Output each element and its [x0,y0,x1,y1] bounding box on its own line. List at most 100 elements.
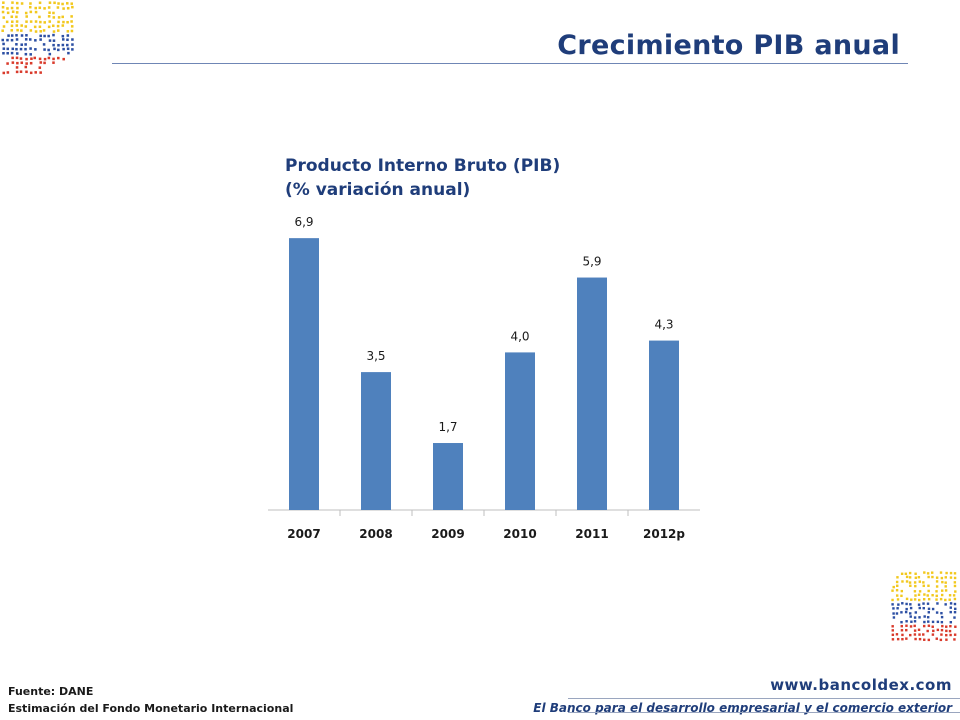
bar-2007 [289,238,319,510]
logo-dot [940,593,944,597]
logo-dot [918,580,922,583]
logo-dot [20,29,23,32]
logo-dot [948,629,952,633]
logo-dot [52,57,55,61]
logo-dot [29,2,32,5]
logo-dot [913,633,917,636]
logo-dot [71,48,74,51]
logo-dot [944,603,947,606]
logo-dot [43,48,46,51]
logo-dot [900,624,903,628]
logo-dot [936,620,940,624]
logo-dot [11,1,14,4]
logo-dot [935,637,938,640]
logo-dot [24,43,27,46]
logo-dot [62,47,65,51]
logo-dot [11,47,15,51]
logo-dot [905,580,909,583]
logo-dot [15,47,18,51]
logo-dot [905,620,908,623]
logo-dot [53,1,56,5]
x-tick-2009: 2009 [431,527,464,541]
logo-dot [923,620,926,624]
logo-dot [24,38,28,41]
logo-dot [908,581,912,584]
logo-dot [944,576,947,579]
logo-dot [914,576,918,579]
logo-dot [926,594,929,597]
logo-dot [922,606,925,610]
logo-dot [1,38,5,42]
logo-dot [927,589,930,593]
logo-dot [61,15,64,19]
logo-dot [926,616,930,619]
logo-dot [954,625,957,628]
logo-dot [39,38,42,41]
logo-dot [953,572,957,575]
logo-dot [38,15,41,19]
logo-dot [24,52,28,56]
source-note: Fuente: DANE Estimación del Fondo Moneta… [8,683,293,717]
logo-dot [949,576,953,579]
logo-dot [71,43,74,46]
logo-dot [42,43,46,46]
logo-dot [913,629,917,632]
logo-dot [945,629,948,633]
logo-dot [10,15,14,18]
logo-dot [24,25,28,28]
bar-2009 [433,443,463,510]
logo-dot [2,42,5,46]
logo-dot [922,598,926,601]
logo-dot [25,62,28,65]
logo-dot [927,575,930,579]
logo-dot [66,20,69,24]
logo-dot [904,572,908,575]
x-tick-2011: 2011 [575,527,608,541]
logo-dot [900,611,903,614]
logo-dot [39,61,43,64]
logo-dot [16,6,19,10]
logo-dot [53,47,56,51]
logo-dot [61,24,65,27]
logo-dot [39,34,42,38]
logo-dot [910,598,913,601]
logo-dot [918,598,921,602]
logo-dot [33,25,37,29]
bar-2008 [361,372,391,510]
logo-dot [941,624,944,628]
logo-dot [909,612,912,615]
logo-dot [20,43,23,46]
logo-dot [11,61,15,64]
logo-dot [892,585,895,589]
bar-2012p [649,340,679,510]
logo-dot [47,56,51,60]
logo-dot [47,6,51,9]
logo-dot [892,616,896,619]
logo-dot [900,629,904,632]
chart-title-block: Producto Interno Bruto (PIB) (% variació… [285,154,560,202]
logo-dot [918,637,922,641]
logo-dot [909,603,912,606]
logo-dot [57,43,60,47]
logo-dot [15,38,19,41]
footer-url[interactable]: www.bancoldex.com [770,676,952,694]
logo-dot [61,2,64,6]
logo-dot [905,607,908,611]
data-label-2011: 5,9 [582,255,601,269]
logo-dot [66,6,70,10]
logo-dot [15,52,19,55]
logo-dot [949,571,953,575]
logo-dot [918,633,921,636]
logo-dot [56,6,60,9]
logo-dot [57,20,60,24]
logo-dot [895,633,899,636]
logo-dot [15,20,19,23]
logo-dot [891,633,895,637]
logo-dot [922,602,925,605]
logo-dot [48,39,52,42]
logo-dot [38,66,42,69]
bars-group [289,238,679,510]
logo-dot [25,15,28,18]
logo-dot [949,621,953,624]
logo-dot [940,620,944,624]
